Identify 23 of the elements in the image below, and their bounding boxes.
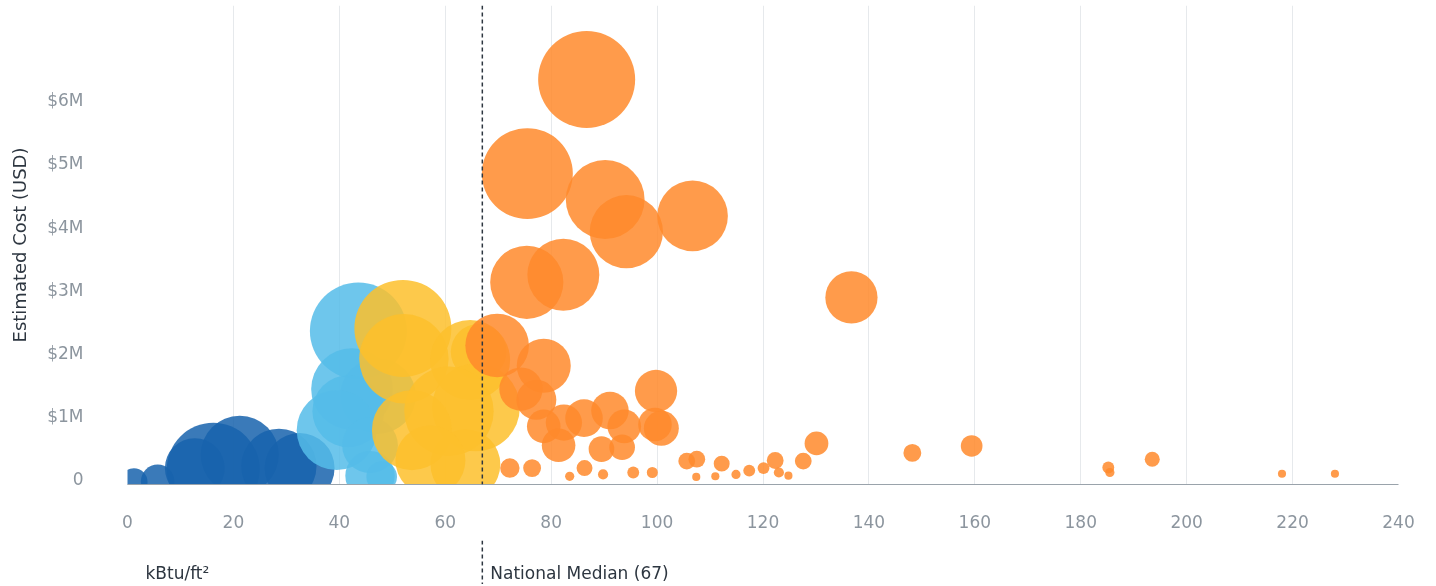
x-tick-label: 100 xyxy=(640,511,674,532)
x-tick-label: 0 xyxy=(122,511,133,532)
y-tick-label: $2M xyxy=(47,343,84,364)
x-tick-label: 120 xyxy=(746,511,780,532)
x-tick-label: 140 xyxy=(852,511,886,532)
y-tick-label: $4M xyxy=(47,216,84,237)
y-tick-label: $3M xyxy=(47,279,84,300)
x-tick-label: 20 xyxy=(222,511,245,532)
x-tick-label: 160 xyxy=(958,511,992,532)
x-tick-label: 180 xyxy=(1064,511,1097,532)
x-tick-label: 240 xyxy=(1382,511,1415,532)
x-tick-label: 60 xyxy=(434,511,457,532)
x-tick-label: 80 xyxy=(540,511,562,532)
y-tick-label: $1M xyxy=(47,406,84,427)
x-tick-label: 40 xyxy=(328,511,351,532)
y-tick-label: $5M xyxy=(47,153,84,174)
y-axis-title: Estimated Cost (USD) xyxy=(9,147,31,343)
y-tick-label: 0 xyxy=(72,469,84,490)
ref-line-label: National Median (67) xyxy=(490,562,669,583)
x-tick-label: 220 xyxy=(1276,511,1309,532)
x-axis-title: kBtu/ft² xyxy=(145,562,210,583)
y-tick-label: $6M xyxy=(47,90,84,111)
x-tick-label: 200 xyxy=(1170,511,1203,532)
